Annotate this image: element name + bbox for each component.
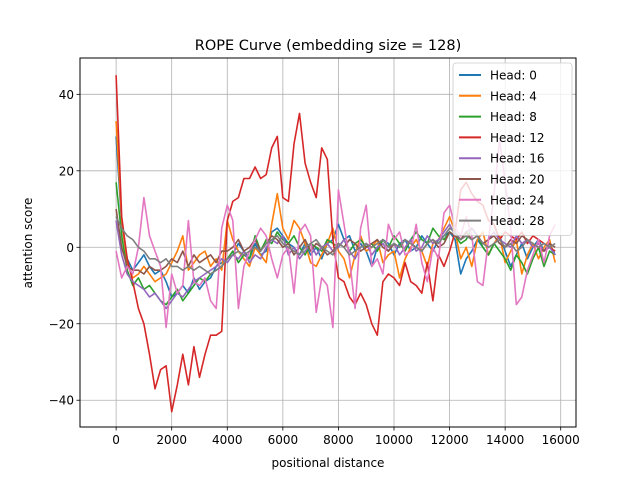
x-tick-label: 4000 (212, 433, 243, 447)
legend-entry: Head: 8 (459, 110, 537, 124)
plot-frame (79, 57, 577, 428)
y-tick-label: 20 (59, 164, 74, 178)
legend-box (452, 62, 573, 236)
series-layer (115, 75, 556, 413)
legend-label: Head: 8 (490, 110, 537, 124)
x-tick-label: 14000 (486, 433, 524, 447)
x-tick-label: 6000 (268, 433, 299, 447)
y-tick-label: −40 (49, 394, 74, 408)
legend-label: Head: 20 (490, 173, 545, 187)
y-axis-label: attention score (21, 198, 35, 289)
x-tick-label: 2000 (156, 433, 187, 447)
legend-label: Head: 28 (490, 214, 545, 228)
series-line-24 (115, 139, 556, 329)
legend-label: Head: 4 (490, 89, 537, 103)
x-axis-label: positional distance (272, 456, 385, 470)
legend-entry: Head: 20 (459, 173, 545, 187)
y-tick-label: −20 (49, 317, 74, 331)
legend-entry: Head: 24 (459, 193, 545, 207)
x-axis-ticks: 0 2000 4000 6000 8000 10000 12000 14000 16000 (112, 427, 580, 447)
chart-title: ROPE Curve (embedding size = 128) (195, 38, 461, 54)
legend-entry: Head: 16 (459, 152, 545, 166)
legend-entry: Head: 12 (459, 131, 545, 145)
series-line-28 (115, 216, 556, 275)
y-tick-label: 0 (66, 241, 74, 255)
legend-entry: Head: 0 (459, 69, 537, 83)
legend-label: Head: 24 (490, 193, 545, 207)
x-tick-label: 0 (112, 433, 120, 447)
legend-entry: Head: 28 (459, 214, 545, 228)
y-axis-ticks: −40 −20 0 20 40 (49, 88, 80, 408)
x-tick-label: 10000 (375, 433, 413, 447)
legend: Head: 0 Head: 4 Head: 8 Head: 12 Head: 16 Hea… (452, 62, 573, 236)
legend-label: Head: 12 (490, 131, 545, 145)
legend-entry: Head: 4 (459, 89, 537, 103)
x-tick-label: 16000 (542, 433, 580, 447)
x-tick-label: 8000 (323, 433, 354, 447)
x-tick-label: 12000 (430, 433, 468, 447)
y-tick-label: 40 (59, 88, 74, 102)
legend-label: Head: 0 (490, 69, 537, 83)
legend-label: Head: 16 (490, 152, 545, 166)
